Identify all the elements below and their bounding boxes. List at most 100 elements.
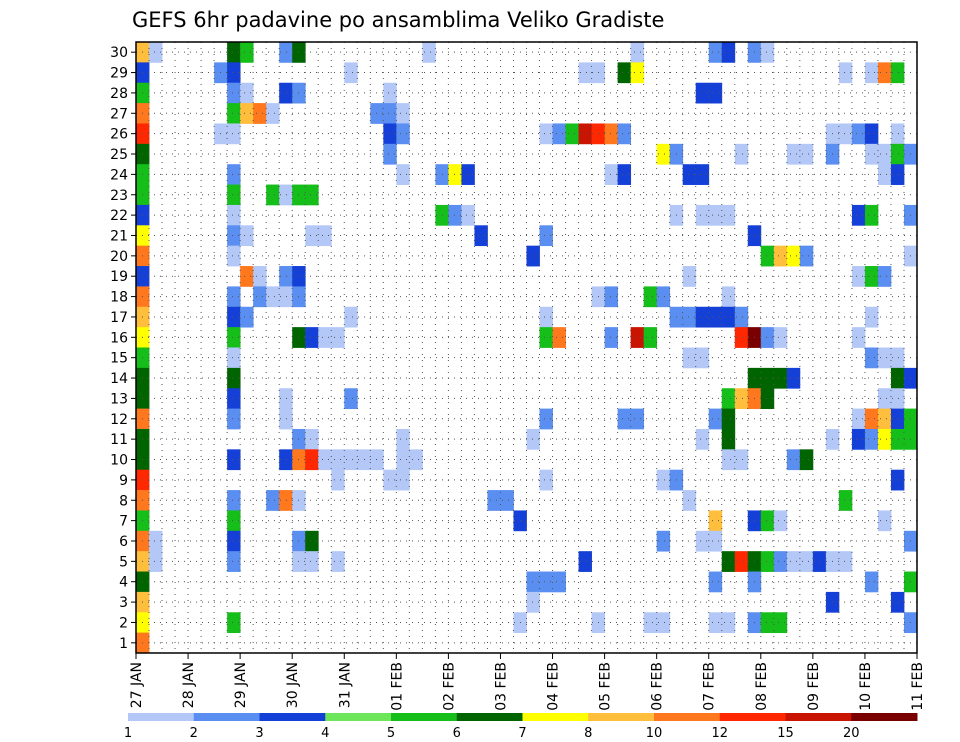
cell-m14-s49 xyxy=(773,367,788,389)
cell-m29-s57 xyxy=(877,62,892,84)
x-tick-label: 27 JAN xyxy=(129,662,145,708)
cell-m10-s17 xyxy=(357,449,371,471)
cell-m26-s19 xyxy=(383,123,397,145)
legend-label: 4 xyxy=(321,726,329,741)
cell-m25-s40 xyxy=(656,143,671,165)
cell-m20-s30 xyxy=(526,245,540,267)
cell-m15-s57 xyxy=(877,347,892,369)
cell-m17-s56 xyxy=(864,306,879,328)
legend-label: 15 xyxy=(777,726,794,741)
cell-m27-s9 xyxy=(253,103,267,124)
cell-m23-s13 xyxy=(305,184,319,206)
cell-m29-s37 xyxy=(617,62,632,84)
legend-swatch xyxy=(128,713,195,721)
y-tick-label: 25 xyxy=(110,147,128,163)
cell-m9-s19 xyxy=(383,469,397,491)
cell-m30-s1 xyxy=(149,42,163,63)
legend-swatch xyxy=(193,713,260,721)
cell-m18-s9 xyxy=(253,286,267,308)
cell-m16-s31 xyxy=(539,327,553,348)
legend: 1 2 3 4 5 6 7 8 10 12 15 20 xyxy=(124,713,918,741)
legend-label: 7 xyxy=(518,726,526,741)
cell-m5-s46 xyxy=(734,551,749,572)
x-tick-label: 06 FEB xyxy=(650,662,666,711)
cell-m6-s44 xyxy=(708,530,723,552)
cell-m19-s9 xyxy=(253,266,267,287)
cell-m15-s43 xyxy=(695,347,710,369)
cell-m5-s7 xyxy=(227,551,241,572)
cell-m15-s42 xyxy=(682,347,697,369)
cell-m12-s38 xyxy=(630,408,645,430)
y-tick-label: 8 xyxy=(119,493,128,509)
cell-m10-s21 xyxy=(409,449,423,471)
cell-m19-s56 xyxy=(864,266,879,287)
cell-m4-s32 xyxy=(552,571,566,593)
cell-m26-s31 xyxy=(539,123,553,145)
cell-m25-s58 xyxy=(890,143,905,165)
cell-m26-s55 xyxy=(851,123,866,145)
cell-m15-s7 xyxy=(227,347,241,369)
cell-m12-s44 xyxy=(708,408,723,430)
cell-m27-s8 xyxy=(240,103,254,124)
y-tick-label: 19 xyxy=(110,269,128,285)
cell-m16-s48 xyxy=(760,327,775,348)
cell-m26-s20 xyxy=(396,123,410,145)
cell-m5-s45 xyxy=(721,551,736,572)
cell-m24-s57 xyxy=(877,164,892,185)
cell-m27-s18 xyxy=(370,103,384,124)
cell-m13-s7 xyxy=(227,388,241,409)
y-tick-label: 30 xyxy=(110,45,128,61)
cell-m29-s58 xyxy=(890,62,905,84)
cell-m28-s44 xyxy=(708,82,723,104)
cell-m25-s46 xyxy=(734,143,749,165)
legend-swatch xyxy=(851,713,918,721)
cell-m6-s7 xyxy=(227,530,241,552)
cell-m13-s48 xyxy=(760,388,775,409)
cell-m21-s26 xyxy=(474,225,488,247)
cell-m29-s54 xyxy=(838,62,853,84)
cell-m22-s7 xyxy=(227,204,241,226)
y-tick-label: 14 xyxy=(110,371,128,387)
legend-swatch xyxy=(325,713,392,721)
cell-m24-s37 xyxy=(617,164,632,185)
legend-swatch xyxy=(456,713,523,721)
cell-m7-s57 xyxy=(877,510,892,532)
cell-m24-s42 xyxy=(682,164,697,185)
cell-m18-s40 xyxy=(656,286,671,308)
cell-m18-s39 xyxy=(643,286,658,308)
cell-m29-s7 xyxy=(227,62,241,84)
cell-m18-s45 xyxy=(721,286,736,308)
cell-m12-s57 xyxy=(877,408,892,430)
cell-m5-s13 xyxy=(305,551,319,572)
cell-m30-s44 xyxy=(708,42,723,63)
cell-m28-s43 xyxy=(695,82,710,104)
cell-m11-s57 xyxy=(877,428,892,450)
cell-m26-s7 xyxy=(227,123,241,145)
cell-m30-s45 xyxy=(721,42,736,63)
cell-m12-s11 xyxy=(279,408,293,430)
cell-m9-s20 xyxy=(396,469,410,491)
y-tick-label: 24 xyxy=(110,167,128,183)
y-tick-label: 28 xyxy=(110,86,128,102)
y-tick-label: 20 xyxy=(110,249,128,265)
cell-m29-s38 xyxy=(630,62,645,84)
cell-m29-s34 xyxy=(578,62,592,84)
cell-m22-s45 xyxy=(721,204,736,226)
cell-m15-s58 xyxy=(890,347,905,369)
cell-m17-s45 xyxy=(721,306,736,328)
y-tick-label: 15 xyxy=(110,351,128,367)
cell-m30-s38 xyxy=(630,42,645,63)
cell-m30-s11 xyxy=(279,42,293,63)
cell-m10-s18 xyxy=(370,449,384,471)
cell-m13-s16 xyxy=(344,388,358,409)
cell-m6-s1 xyxy=(149,530,163,552)
cell-m2-s39 xyxy=(643,612,658,634)
y-tick-label: 22 xyxy=(110,208,128,224)
y-tick-label: 3 xyxy=(119,595,128,611)
cell-m4-s56 xyxy=(864,571,879,593)
cell-m5-s50 xyxy=(786,551,801,572)
cell-m21-s31 xyxy=(539,225,553,247)
cell-m14-s7 xyxy=(227,367,241,389)
cell-m14-s48 xyxy=(760,367,775,389)
cell-m9-s58 xyxy=(890,469,905,491)
